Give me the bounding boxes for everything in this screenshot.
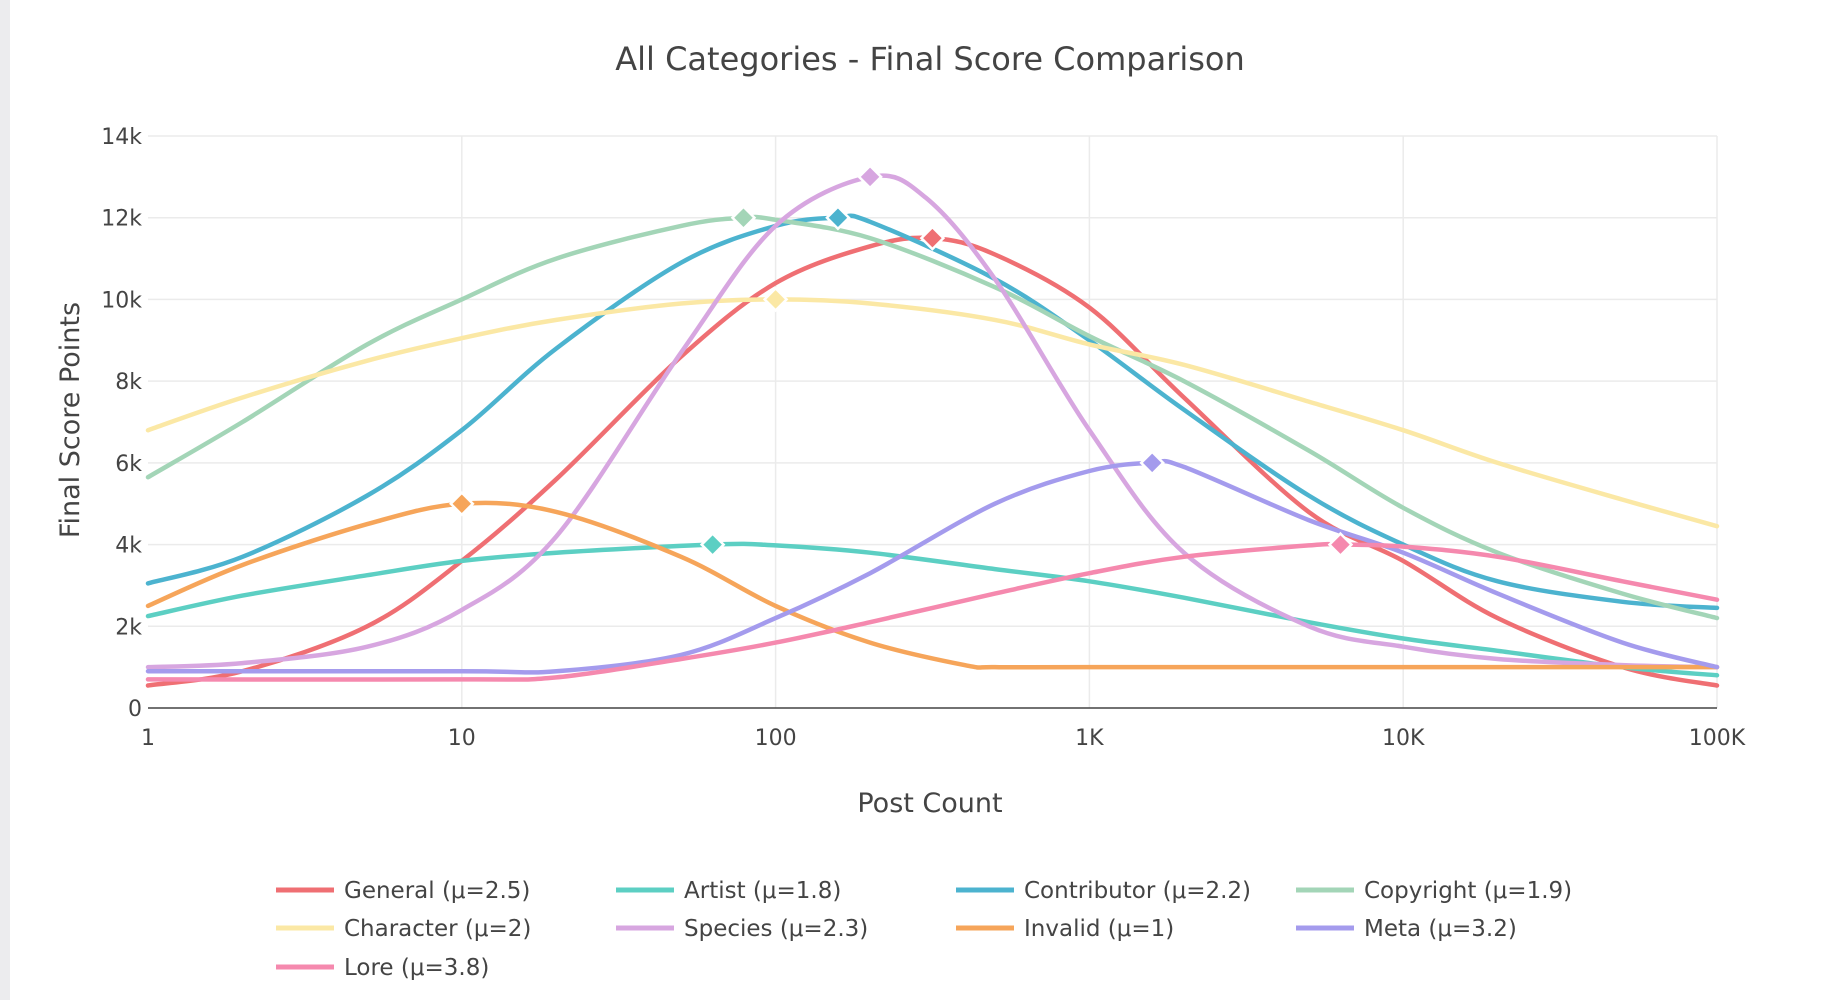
legend-item-copyright[interactable]: Copyright (μ=1.9) <box>1296 878 1572 904</box>
peak-marker-character[interactable] <box>762 286 789 313</box>
x-tick-label: 100 <box>755 726 797 751</box>
peak-marker-species[interactable] <box>857 164 883 190</box>
series-line-lore <box>145 541 1720 682</box>
y-tick-label: 10k <box>101 288 142 313</box>
x-tick-label: 1 <box>141 726 155 751</box>
y-tick-label: 0 <box>128 697 142 722</box>
y-tick-label: 4k <box>115 534 142 559</box>
chart-title: All Categories - Final Score Comparison <box>615 40 1245 78</box>
legend-item-general[interactable]: General (μ=2.5) <box>276 878 530 904</box>
series-lines <box>145 173 1720 688</box>
legend-label: Artist (μ=1.8) <box>684 878 841 904</box>
series-line-copyright <box>145 214 1720 621</box>
series-line-artist <box>145 541 1720 678</box>
y-tick-label: 8k <box>115 370 142 395</box>
legend-item-character[interactable]: Character (μ=2) <box>276 916 531 942</box>
legend-label: Lore (μ=3.8) <box>344 955 489 981</box>
series-line-general <box>145 235 1720 688</box>
y-tick-label: 2k <box>115 615 142 640</box>
legend-label: General (μ=2.5) <box>344 878 530 904</box>
peak-marker-general[interactable] <box>919 225 946 251</box>
axes: 0 2k 4k 6k 8k 10k 12k 14k 1 10 100 1K 10K 100K <box>101 125 1746 751</box>
x-tick-label: 10K <box>1382 726 1425 751</box>
legend-label: Character (μ=2) <box>344 916 531 942</box>
legend-label: Species (μ=2.3) <box>684 916 868 942</box>
legend-label: Copyright (μ=1.9) <box>1364 878 1572 904</box>
y-axis-title: Final Score Points <box>55 302 86 538</box>
legend-label: Contributor (μ=2.2) <box>1024 878 1251 904</box>
legend-item-invalid[interactable]: Invalid (μ=1) <box>956 916 1174 942</box>
series-line-species <box>145 173 1720 670</box>
left-edge-strip <box>0 0 10 1000</box>
peak-marker-artist[interactable] <box>699 531 726 558</box>
legend-item-lore[interactable]: Lore (μ=3.8) <box>276 955 489 981</box>
legend-item-species[interactable]: Species (μ=2.3) <box>616 916 868 942</box>
peak-marker-contributor[interactable] <box>825 204 851 231</box>
legend-label: Meta (μ=3.2) <box>1364 916 1517 942</box>
y-tick-label: 14k <box>101 125 142 150</box>
x-tick-label: 1K <box>1075 726 1104 751</box>
chart-panel <box>10 0 1832 1000</box>
legend-item-meta[interactable]: Meta (μ=3.2) <box>1296 916 1517 942</box>
grid <box>148 135 1718 708</box>
x-axis-title: Post Count <box>857 788 1002 819</box>
legend[interactable]: General (μ=2.5) Artist (μ=1.8) Contributor… <box>276 878 1572 981</box>
x-tick-label: 100K <box>1689 726 1746 751</box>
y-tick-label: 12k <box>101 207 142 232</box>
peak-marker-meta[interactable] <box>1139 450 1165 476</box>
y-tick-label: 6k <box>115 452 142 477</box>
series-line-contributor <box>145 213 1720 611</box>
peak-marker-invalid[interactable] <box>449 490 475 517</box>
peak-markers[interactable] <box>449 164 1354 558</box>
peak-marker-lore[interactable] <box>1327 531 1354 558</box>
legend-item-artist[interactable]: Artist (μ=1.8) <box>616 878 841 904</box>
series-line-meta <box>145 458 1720 675</box>
legend-label: Invalid (μ=1) <box>1024 916 1174 942</box>
legend-item-contributor[interactable]: Contributor (μ=2.2) <box>956 878 1251 904</box>
peak-marker-copyright[interactable] <box>730 204 757 231</box>
series-line-character <box>145 297 1720 529</box>
series-line-invalid <box>145 500 1720 670</box>
x-tick-label: 10 <box>448 726 476 751</box>
